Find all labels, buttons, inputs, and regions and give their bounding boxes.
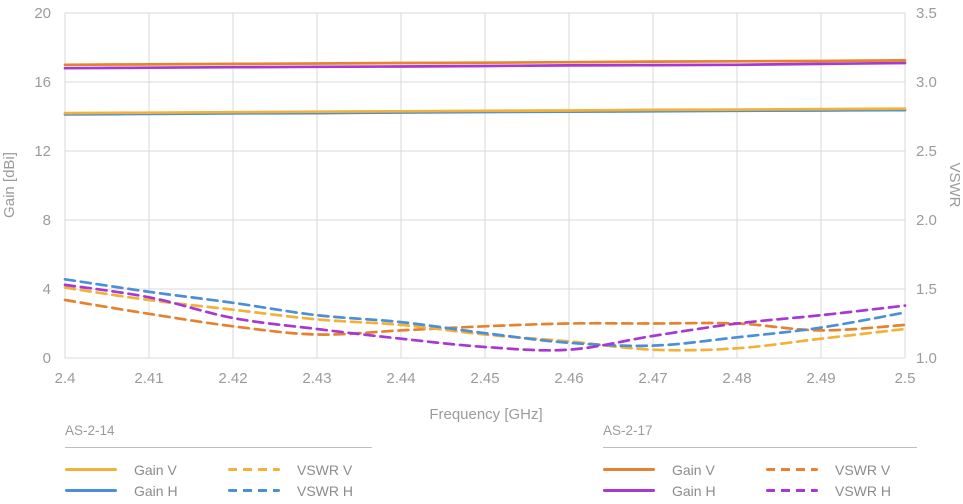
series-as-2-14-gain-v xyxy=(63,107,907,115)
series-as-2-17-vswr-v xyxy=(63,298,907,336)
x-tick-label: 2.45 xyxy=(470,370,499,387)
x-tick-label: 2.42 xyxy=(218,370,247,387)
x-tick-label: 2.43 xyxy=(302,370,331,387)
legend-row: Gain V VSWR V xyxy=(603,459,917,480)
y-left-tick-label: 20 xyxy=(34,5,51,22)
y-left-tick-label: 12 xyxy=(34,143,51,160)
legend-swatch-solid xyxy=(65,468,117,471)
y-right-tick-label: 1.0 xyxy=(916,350,937,367)
legend-swatch-dashed xyxy=(228,489,280,492)
y-left-tick-label: 8 xyxy=(43,212,51,229)
series-as-2-17-gain-v xyxy=(63,59,907,67)
x-tick-label: 2.49 xyxy=(806,370,835,387)
legend-row: Gain V VSWR V xyxy=(65,459,372,480)
y-right-tick-label: 2.5 xyxy=(916,143,937,160)
series-as-2-14-vswr-h xyxy=(63,277,907,348)
x-tick-label: 2.4 xyxy=(55,370,76,387)
legend-group-as-2-14: AS-2-14 Gain V VSWR V Gain H VSWR H xyxy=(65,423,372,501)
x-tick-label: 2.48 xyxy=(722,370,751,387)
legend-swatch-dashed xyxy=(228,468,280,471)
legend-swatch-solid xyxy=(65,489,117,492)
y-right-tick-label: 1.5 xyxy=(916,281,937,298)
legend-swatch-solid xyxy=(603,468,655,471)
y-left-tick-label: 16 xyxy=(34,74,51,91)
series-lines xyxy=(63,59,907,352)
x-tick-label: 2.44 xyxy=(386,370,415,387)
x-axis-title: Frequency [GHz] xyxy=(429,406,542,423)
legend-swatch-dashed xyxy=(766,489,818,492)
legend-swatch-dashed xyxy=(766,468,818,471)
gridlines xyxy=(64,12,906,359)
legend-item-label: VSWR V xyxy=(297,461,353,478)
legend-item-label: VSWR H xyxy=(835,482,891,499)
legend-item-label: VSWR H xyxy=(297,482,353,499)
series-as-2-17-vswr-h xyxy=(63,283,907,352)
legend-item-label: Gain H xyxy=(672,482,716,499)
legend-item-label: VSWR V xyxy=(835,461,891,478)
y-right-tick-label: 3.0 xyxy=(916,74,937,91)
legend-item-label: Gain H xyxy=(134,482,178,499)
y-left-axis-title: Gain [dBi] xyxy=(1,152,18,218)
x-tick-label: 2.5 xyxy=(895,370,916,387)
y-right-axis-title: VSWR xyxy=(946,163,963,208)
legend-row: Gain H VSWR H xyxy=(603,480,917,501)
series-as-2-17-gain-h xyxy=(63,61,907,70)
legend-group-title: AS-2-17 xyxy=(603,423,917,448)
x-tick-label: 2.41 xyxy=(134,370,163,387)
axis-tick-labels: 20 16 12 8 4 0 3.5 3.0 2.5 2.0 1.5 1.0 2.4 2.41 2.42 2.… xyxy=(34,5,937,387)
legend-swatch-solid xyxy=(603,489,655,492)
legend-item-label: Gain V xyxy=(672,461,715,478)
legend-group-title: AS-2-14 xyxy=(65,423,372,448)
legend-row: Gain H VSWR H xyxy=(65,480,372,501)
x-tick-label: 2.46 xyxy=(554,370,583,387)
x-tick-label: 2.47 xyxy=(638,370,667,387)
y-left-tick-label: 0 xyxy=(43,350,51,367)
legend-item-label: Gain V xyxy=(134,461,177,478)
y-left-tick-label: 4 xyxy=(43,281,51,298)
legend-group-as-2-17: AS-2-17 Gain V VSWR V Gain H VSWR H xyxy=(603,423,917,501)
y-right-tick-label: 2.0 xyxy=(916,212,937,229)
y-right-tick-label: 3.5 xyxy=(916,5,937,22)
